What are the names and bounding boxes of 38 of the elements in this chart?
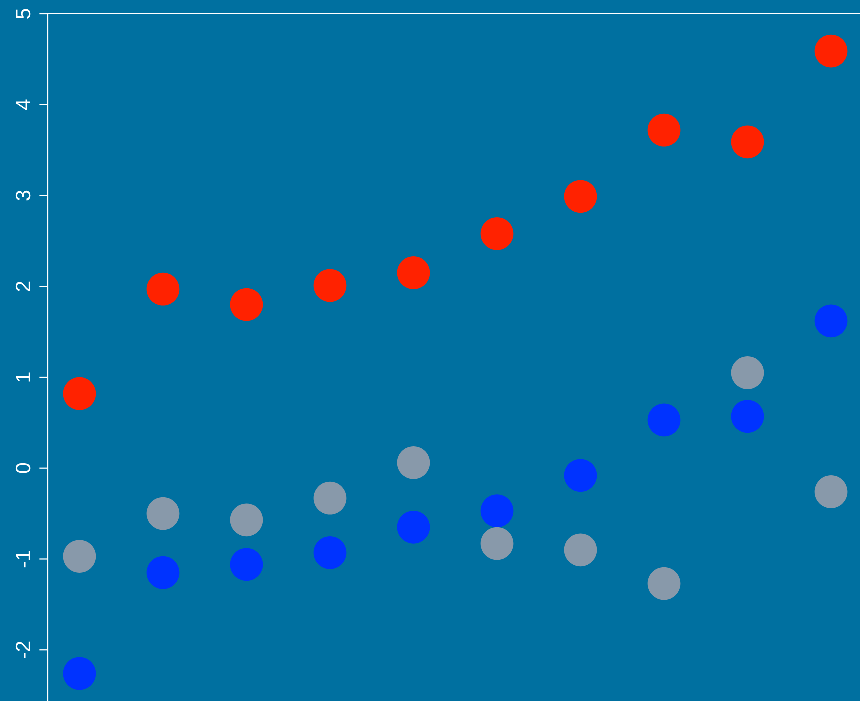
point (814, 476, 848, 508)
point (146, 556, 180, 590)
point (146, 272, 180, 306)
point (230, 548, 264, 582)
point (648, 114, 681, 147)
point (480, 217, 514, 250)
y-tick-label: 5 (16, 9, 31, 19)
point (731, 356, 764, 390)
y-tick-label: -2 (16, 642, 30, 658)
y-tick-label: 3 (16, 190, 31, 201)
point (814, 34, 848, 68)
point (564, 534, 598, 567)
point (63, 377, 96, 410)
point (731, 400, 764, 433)
y-tick-label: 2 (16, 282, 30, 292)
point (480, 527, 514, 560)
point (230, 504, 264, 537)
point (648, 404, 681, 437)
point (814, 304, 848, 338)
point (731, 126, 764, 159)
y-tick-label: 4 (16, 100, 30, 110)
point (314, 482, 347, 515)
point (397, 256, 430, 290)
point (564, 180, 598, 214)
point (230, 288, 264, 322)
y-tick-label: 0 (16, 463, 31, 474)
point (397, 446, 430, 480)
point (63, 657, 96, 690)
point (63, 540, 96, 573)
point (648, 567, 681, 600)
point (314, 269, 347, 302)
y-tick-label: 1 (16, 372, 30, 382)
y-tick-label: -1 (16, 550, 30, 568)
point (564, 459, 598, 492)
point (480, 494, 514, 528)
point (397, 511, 430, 544)
point (146, 497, 180, 530)
point (314, 536, 347, 570)
